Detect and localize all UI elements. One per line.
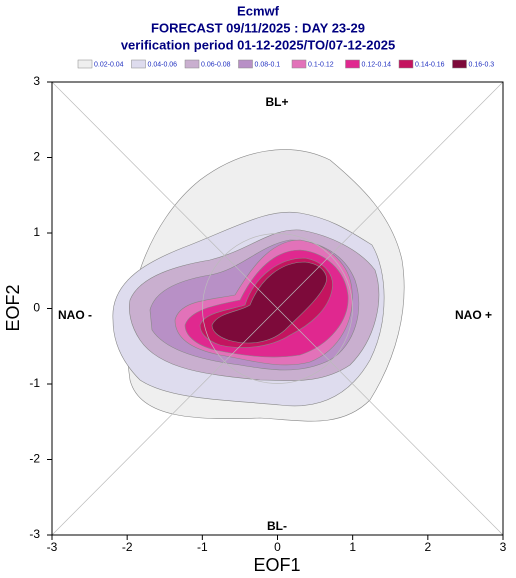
chart-subtitle: FORECAST 09/11/2025 : DAY 23-29 <box>151 20 365 35</box>
x-tick-label: -1 <box>197 540 208 554</box>
legend-label: 0.1-0.12 <box>308 61 334 68</box>
reference-lines <box>51 81 504 536</box>
x-tick-label: -3 <box>47 540 58 554</box>
legend-swatch <box>238 59 253 69</box>
contour <box>211 261 327 344</box>
legend-label: 0.06-0.08 <box>201 61 231 68</box>
y-tick-label: -3 <box>29 527 40 541</box>
y-tick-label: -1 <box>29 376 40 390</box>
x-axis-label: EOF1 <box>253 555 300 575</box>
legend-swatch <box>291 59 307 69</box>
chart-subtitle: verification period 01-12-2025/TO/07-12-… <box>121 37 395 52</box>
y-tick-label: 3 <box>33 74 40 88</box>
annotation: NAO - <box>58 308 92 322</box>
contours <box>112 149 405 422</box>
legend-swatch <box>452 59 467 69</box>
x-tick-label: 2 <box>424 540 431 554</box>
legend-label: 0.12-0.14 <box>362 61 392 68</box>
x-tick-label: -2 <box>122 540 133 554</box>
y-tick-label: -2 <box>29 452 40 466</box>
legend-label: 0.04-0.06 <box>148 61 178 68</box>
y-tick-label: 2 <box>33 150 40 164</box>
legend-swatch <box>131 59 146 69</box>
x-tick-label: 3 <box>500 540 507 554</box>
y-axis-label: EOF2 <box>3 284 23 331</box>
y-tick-label: 0 <box>33 301 40 315</box>
legend-swatch <box>77 59 93 69</box>
x-tick-label: 1 <box>349 540 356 554</box>
x-tick-label: 0 <box>274 540 281 554</box>
legend-swatch <box>184 59 200 69</box>
legend-label: 0.16-0.3 <box>469 61 495 68</box>
annotation: BL+ <box>265 95 288 109</box>
legend-label: 0.02-0.04 <box>94 61 124 68</box>
legend-swatch <box>345 59 360 69</box>
y-tick-label: 1 <box>33 225 40 239</box>
annotation: NAO + <box>455 308 492 322</box>
legend-label: 0.08-0.1 <box>255 61 281 68</box>
legend-label: 0.14-0.16 <box>415 61 445 68</box>
annotation: BL- <box>267 519 287 533</box>
chart-title: Ecmwf <box>237 3 280 18</box>
legend-swatch <box>398 59 414 69</box>
